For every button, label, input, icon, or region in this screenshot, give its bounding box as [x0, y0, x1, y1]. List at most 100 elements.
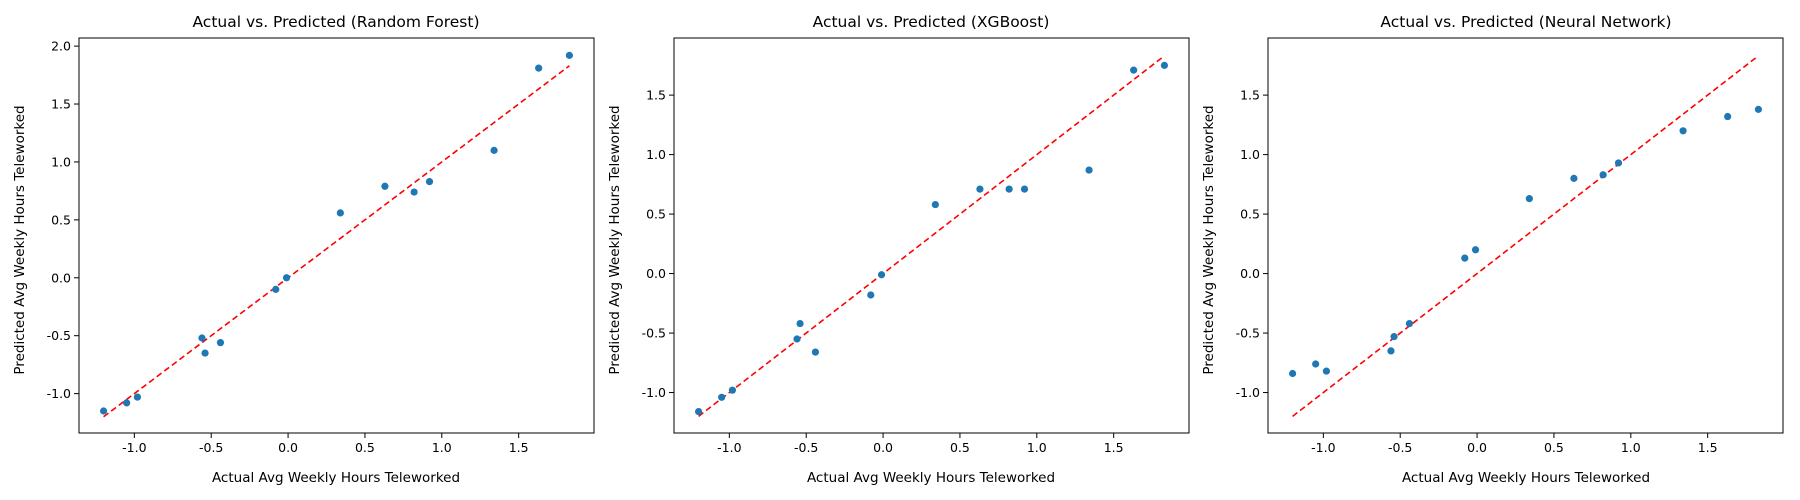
reference-line [698, 55, 1165, 417]
data-point [1387, 347, 1395, 355]
chart-title: Actual vs. Predicted (XGBoost) [813, 13, 1050, 31]
data-point [198, 334, 206, 342]
chart-panel-xgboost: Actual vs. Predicted (XGBoost) Actual Av… [607, 13, 1190, 486]
data-point [1020, 185, 1029, 193]
data-point [1005, 185, 1013, 193]
data-point [535, 64, 543, 72]
x-tick-label: 1.5 [509, 440, 529, 455]
y-tick-label: 0.5 [1240, 207, 1260, 222]
x-axis-label: Actual Avg Weekly Hours Teleworked [1402, 470, 1650, 486]
x-tick-label: -0.5 [794, 440, 818, 455]
data-point [1288, 369, 1297, 378]
data-point [811, 348, 820, 356]
x-tick-label: 1.5 [1698, 440, 1718, 455]
data-point [793, 335, 801, 343]
data-point [99, 407, 108, 415]
x-tick-label: 0.5 [950, 440, 970, 455]
data-point [1471, 246, 1480, 254]
y-tick-label: 0.0 [1240, 266, 1260, 281]
y-tick-label: -0.5 [1236, 326, 1260, 341]
data-point [133, 393, 142, 401]
y-tick-label: -0.5 [642, 326, 666, 341]
chart-title: Actual vs. Predicted (Random Forest) [192, 13, 479, 31]
y-axis-label: Predicted Avg Weekly Hours Teleworked [12, 105, 28, 374]
y-tick-label: 0.0 [51, 270, 71, 285]
plot-frame [1267, 37, 1784, 434]
y-tick-label: 0.0 [646, 266, 666, 281]
data-point [1570, 174, 1578, 182]
y-tick-label: -1.0 [47, 386, 71, 401]
data-point [490, 146, 498, 154]
y-tick-label: 1.0 [1240, 147, 1260, 162]
y-tick-label: 0.5 [646, 207, 666, 222]
x-axis-label: Actual Avg Weekly Hours Teleworked [212, 470, 460, 486]
data-point [1130, 66, 1138, 74]
data-point [1405, 319, 1414, 328]
y-tick-label: -1.0 [642, 385, 666, 400]
y-tick-label: 1.5 [646, 88, 666, 103]
data-point [381, 182, 389, 190]
data-point [425, 178, 434, 186]
x-tick-label: 1.0 [432, 440, 452, 455]
x-tick-label: -0.5 [199, 440, 223, 455]
y-tick-label: 1.5 [51, 97, 71, 112]
data-point [718, 393, 726, 401]
chart-panel-random-forest: Actual vs. Predicted (Random Forest) Act… [12, 13, 595, 486]
reference-line [103, 65, 570, 418]
data-point [123, 399, 131, 407]
x-tick-label: -1.0 [122, 440, 146, 455]
y-tick-label: 1.0 [51, 154, 71, 169]
y-tick-label: 2.0 [51, 39, 71, 54]
data-point [410, 188, 418, 196]
data-point [1390, 333, 1398, 341]
data-point [216, 339, 225, 347]
data-point [1724, 112, 1732, 121]
x-tick-label: 0.0 [1467, 440, 1487, 455]
data-point [867, 291, 875, 299]
data-point [565, 51, 574, 59]
x-tick-label: -0.5 [1388, 440, 1412, 455]
data-point [694, 407, 703, 416]
y-tick-label: 0.5 [51, 212, 71, 227]
data-point [931, 200, 939, 209]
data-point [1614, 159, 1623, 167]
data-point [272, 285, 280, 293]
data-point [1679, 127, 1687, 135]
data-point [1312, 360, 1320, 368]
data-point [1525, 195, 1533, 203]
data-point [1085, 166, 1093, 174]
plot-frame [78, 37, 595, 434]
x-tick-label: 1.0 [1621, 440, 1641, 455]
x-tick-label: -1.0 [1311, 440, 1335, 455]
data-point [1461, 254, 1469, 262]
data-point [877, 271, 886, 279]
data-point [1754, 105, 1763, 113]
x-tick-label: 0.5 [355, 440, 375, 455]
x-tick-label: -1.0 [717, 440, 741, 455]
x-tick-label: 1.0 [1027, 440, 1047, 455]
x-tick-label: 1.5 [1104, 440, 1124, 455]
data-point [282, 274, 291, 282]
x-tick-label: 0.5 [1544, 440, 1564, 455]
y-tick-label: -0.5 [47, 328, 71, 343]
data-point [201, 349, 209, 357]
reference-line [1292, 55, 1759, 417]
data-point [796, 319, 804, 328]
data-point [1322, 367, 1331, 375]
y-axis-label: Predicted Avg Weekly Hours Teleworked [1201, 105, 1217, 374]
x-tick-label: 0.0 [278, 440, 298, 455]
y-axis-label: Predicted Avg Weekly Hours Teleworked [607, 105, 623, 374]
chart-panel-neural-network: Actual vs. Predicted (Neural Network) Ac… [1201, 13, 1784, 486]
data-point [336, 209, 344, 217]
plot-frame [673, 37, 1190, 434]
x-tick-label: 0.0 [873, 440, 893, 455]
chart-title: Actual vs. Predicted (Neural Network) [1380, 13, 1671, 31]
data-point [1599, 171, 1607, 179]
data-point [1160, 61, 1169, 69]
x-axis-label: Actual Avg Weekly Hours Teleworked [807, 470, 1055, 486]
y-tick-label: -1.0 [1236, 385, 1260, 400]
data-point [728, 386, 737, 394]
y-tick-label: 1.5 [1240, 88, 1260, 103]
y-tick-label: 1.0 [646, 147, 666, 162]
